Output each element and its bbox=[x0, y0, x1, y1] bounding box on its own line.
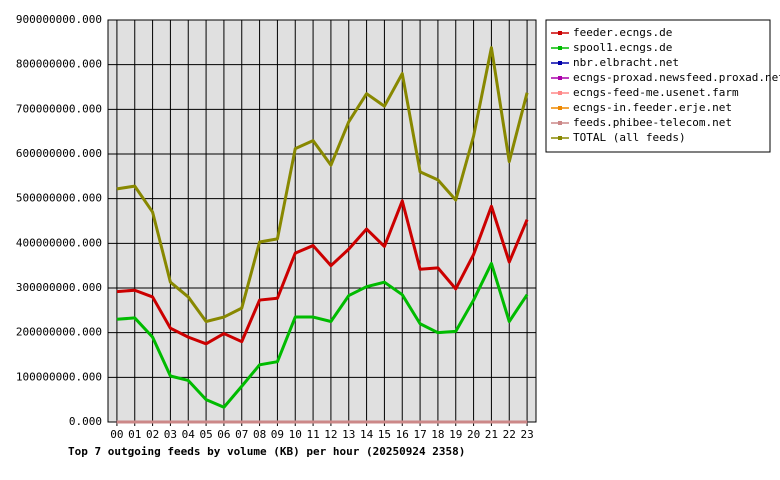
y-tick-label: 800000000.000 bbox=[16, 58, 102, 71]
x-tick-label: 21 bbox=[485, 428, 498, 441]
x-tick-label: 20 bbox=[467, 428, 480, 441]
y-tick-label: 500000000.000 bbox=[16, 192, 102, 205]
y-tick-label: 600000000.000 bbox=[16, 147, 102, 160]
x-tick-label: 17 bbox=[413, 428, 426, 441]
legend-marker bbox=[558, 46, 562, 50]
x-tick-label: 15 bbox=[378, 428, 391, 441]
legend-marker bbox=[558, 76, 562, 80]
legend-marker bbox=[558, 91, 562, 95]
series-line bbox=[116, 199, 529, 346]
legend-box bbox=[545, 19, 771, 153]
y-tick-label: 200000000.000 bbox=[16, 326, 102, 339]
x-tick-label: 22 bbox=[503, 428, 516, 441]
legend-label: feeder.ecngs.de bbox=[573, 26, 672, 39]
x-tick-label: 14 bbox=[360, 428, 374, 441]
x-tick-label: 05 bbox=[199, 428, 212, 441]
legend-marker bbox=[558, 136, 562, 140]
legend-label: ecngs-in.feeder.erje.net bbox=[573, 101, 732, 114]
x-tick-label: 09 bbox=[271, 428, 284, 441]
x-tick-label: 01 bbox=[128, 428, 141, 441]
legend-marker bbox=[558, 61, 562, 65]
legend-marker bbox=[558, 31, 562, 35]
x-tick-label: 10 bbox=[289, 428, 302, 441]
legend-label: spool1.ecngs.de bbox=[573, 41, 672, 54]
legend-label: TOTAL (all feeds) bbox=[573, 131, 686, 144]
x-tick-label: 08 bbox=[253, 428, 266, 441]
plot-area bbox=[108, 20, 536, 422]
x-tick-label: 02 bbox=[146, 428, 159, 441]
x-tick-label: 19 bbox=[449, 428, 462, 441]
legend-marker bbox=[558, 121, 562, 125]
x-tick-label: 04 bbox=[182, 428, 196, 441]
y-tick-label: 100000000.000 bbox=[16, 370, 102, 383]
x-tick-label: 13 bbox=[342, 428, 355, 441]
x-tick-label: 11 bbox=[306, 428, 319, 441]
series-line bbox=[116, 261, 529, 409]
chart-title: Top 7 outgoing feeds by volume (KB) per … bbox=[68, 445, 465, 458]
y-tick-label: 300000000.000 bbox=[16, 281, 102, 294]
x-tick-label: 16 bbox=[396, 428, 409, 441]
x-tick-label: 06 bbox=[217, 428, 230, 441]
y-tick-label: 900000000.000 bbox=[16, 13, 102, 26]
x-tick-label: 23 bbox=[520, 428, 533, 441]
x-tick-label: 12 bbox=[324, 428, 337, 441]
x-tick-label: 03 bbox=[164, 428, 177, 441]
y-tick-label: 700000000.000 bbox=[16, 102, 102, 115]
legend-label: nbr.elbracht.net bbox=[573, 56, 679, 69]
x-tick-label: 07 bbox=[235, 428, 248, 441]
x-tick-label: 00 bbox=[110, 428, 123, 441]
legend-marker bbox=[558, 106, 562, 110]
y-tick-label: 0.000 bbox=[69, 415, 102, 428]
legend-label: ecngs-proxad.newsfeed.proxad.net bbox=[573, 71, 780, 84]
series-line bbox=[116, 46, 529, 323]
y-tick-label: 400000000.000 bbox=[16, 236, 102, 249]
x-tick-label: 18 bbox=[431, 428, 444, 441]
legend-label: feeds.phibee-telecom.net bbox=[573, 116, 732, 129]
legend-label: ecngs-feed-me.usenet.farm bbox=[573, 86, 739, 99]
